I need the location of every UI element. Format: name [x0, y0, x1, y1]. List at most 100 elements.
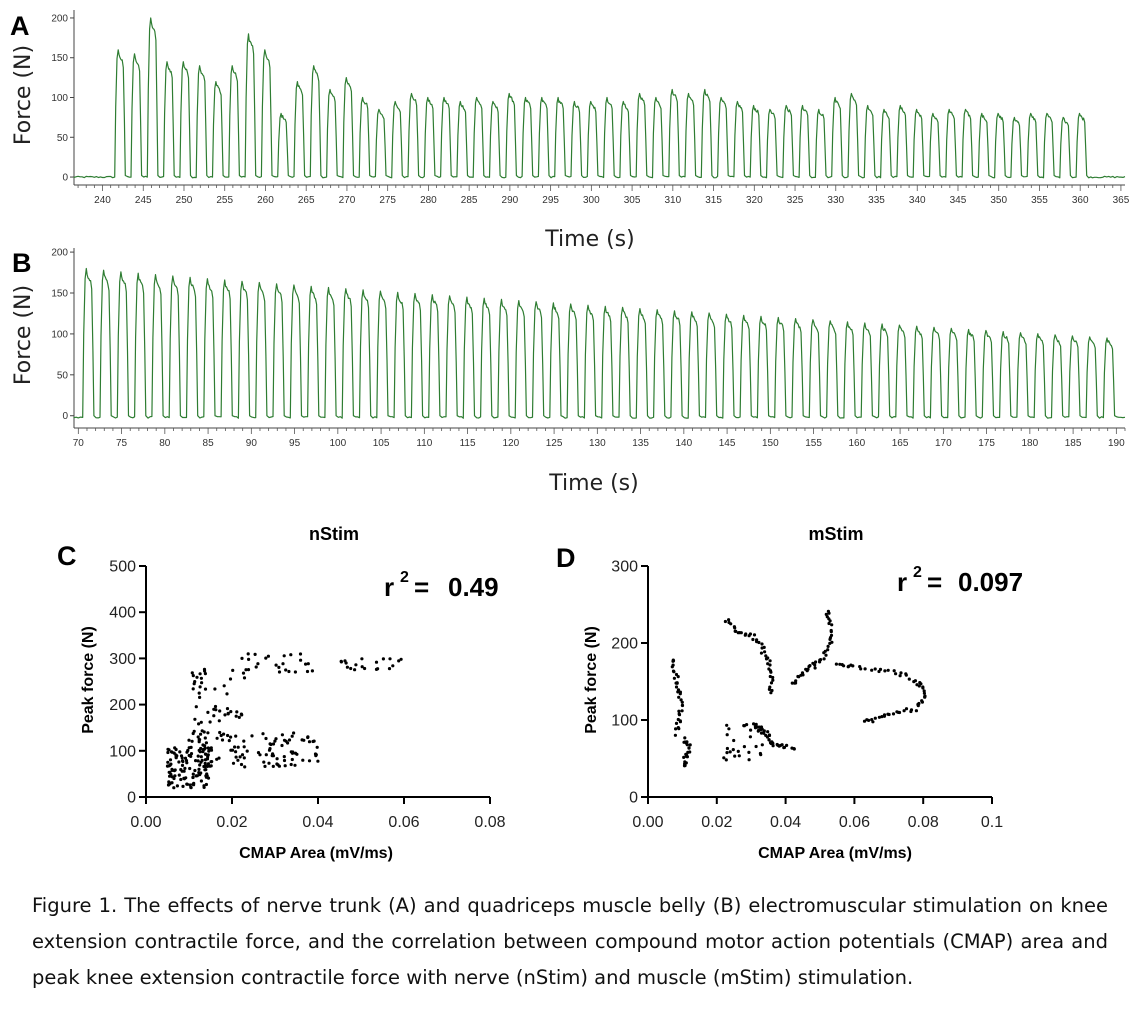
data-point — [671, 659, 675, 663]
x-tick-label: 0.08 — [908, 814, 939, 831]
data-point — [166, 750, 170, 755]
data-point — [685, 755, 690, 759]
x-tick-label: 265 — [298, 195, 315, 206]
data-point — [808, 664, 812, 668]
x-tick-label: 260 — [257, 195, 274, 206]
x-tick-label: 80 — [159, 438, 171, 449]
data-point — [917, 684, 921, 688]
data-point — [683, 760, 687, 764]
data-point — [271, 742, 276, 746]
data-point — [680, 700, 684, 704]
data-point — [871, 720, 875, 724]
x-tick-label: 75 — [116, 438, 128, 449]
data-point — [727, 727, 731, 731]
data-point — [263, 764, 267, 769]
data-point — [167, 748, 171, 752]
x-tick-label: 355 — [1031, 195, 1048, 206]
data-point — [734, 629, 738, 634]
data-point — [687, 746, 691, 750]
data-point — [683, 736, 687, 740]
data-point — [239, 762, 244, 767]
data-point — [204, 775, 208, 779]
data-point — [674, 685, 679, 689]
data-point — [399, 657, 403, 661]
data-point — [178, 750, 182, 754]
data-point — [768, 663, 772, 667]
data-point — [316, 759, 320, 763]
data-point — [742, 745, 747, 749]
panel-a-x-label: Time (s) — [544, 227, 634, 252]
data-point — [677, 727, 681, 731]
data-point — [242, 745, 246, 749]
panel-a-force-trace: A Force (N) Time (s) 0 50 100 150 200 240 245 2… — [10, 10, 1130, 252]
data-point — [846, 665, 850, 669]
data-point — [688, 750, 692, 754]
data-point — [891, 712, 896, 716]
data-point — [293, 763, 297, 767]
data-point — [760, 642, 764, 646]
data-point — [209, 764, 213, 768]
data-point — [374, 667, 379, 672]
y-tick-label: 50 — [57, 133, 69, 144]
data-point — [258, 753, 262, 757]
x-tick-label: 70 — [73, 438, 85, 449]
data-point — [229, 735, 233, 739]
data-point — [274, 663, 278, 667]
panel-d-scatter: D mStim Peak force (N) CMAP Area (mV/ms)… — [556, 524, 1023, 862]
data-point — [830, 640, 834, 644]
x-tick-label: 150 — [762, 438, 779, 449]
data-point — [349, 666, 353, 671]
data-point — [289, 762, 293, 767]
data-point — [240, 656, 244, 661]
y-tick-label: 0 — [127, 790, 136, 807]
data-point — [904, 707, 909, 711]
data-point — [198, 695, 202, 700]
data-point — [277, 665, 281, 670]
data-point — [166, 764, 170, 768]
data-point — [826, 644, 830, 649]
data-point — [304, 662, 308, 666]
x-tick-label: 245 — [135, 195, 152, 206]
data-point — [181, 784, 185, 789]
data-point — [226, 733, 230, 738]
data-point — [920, 699, 924, 703]
data-point — [723, 619, 728, 624]
data-point — [231, 668, 235, 673]
data-point — [873, 716, 877, 720]
data-point — [198, 685, 202, 689]
x-tick-label: 160 — [848, 438, 865, 449]
data-point — [737, 754, 741, 758]
data-point — [748, 632, 753, 636]
x-tick-label: 275 — [379, 195, 396, 206]
data-point — [173, 768, 177, 772]
data-point — [247, 657, 251, 662]
data-point — [829, 628, 833, 633]
data-point — [293, 751, 298, 755]
data-point — [768, 659, 772, 663]
x-tick-label: 135 — [632, 438, 649, 449]
data-point — [246, 668, 251, 672]
data-point — [725, 751, 729, 755]
data-point — [921, 686, 925, 690]
data-point — [231, 761, 236, 765]
data-point — [188, 766, 192, 771]
data-point — [883, 669, 887, 673]
data-point — [766, 730, 770, 734]
data-point — [674, 681, 678, 685]
data-point — [203, 687, 208, 691]
data-point — [671, 663, 675, 667]
data-point — [736, 749, 740, 754]
data-point — [225, 707, 230, 711]
data-point — [190, 671, 194, 675]
data-point — [679, 698, 683, 702]
data-point — [345, 665, 349, 669]
data-point — [271, 752, 275, 756]
data-point — [916, 702, 920, 707]
data-point — [250, 734, 254, 738]
x-tick-label: 95 — [289, 438, 301, 449]
data-point — [199, 676, 203, 680]
data-point — [671, 669, 676, 673]
y-tick-label: 50 — [57, 370, 69, 381]
data-point — [206, 746, 210, 750]
data-point — [218, 709, 222, 713]
